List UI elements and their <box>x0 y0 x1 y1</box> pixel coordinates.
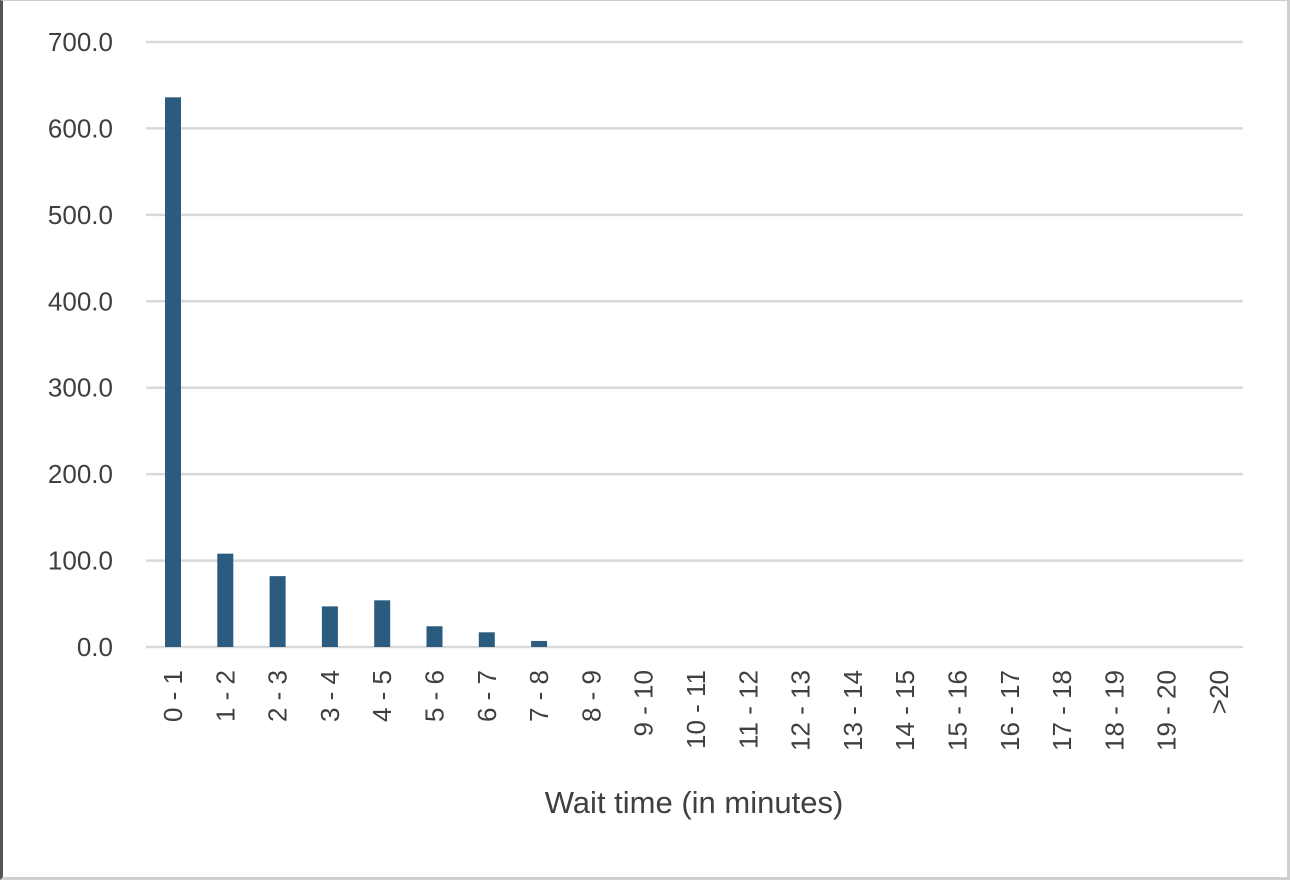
gridlines <box>146 40 1243 649</box>
y-tick-label: 100.0 <box>48 546 113 576</box>
x-tick-label: 6 - 7 <box>472 670 502 722</box>
x-tick-label: 4 - 5 <box>367 670 397 722</box>
bar <box>374 600 391 647</box>
x-tick-label: 15 - 16 <box>943 670 973 751</box>
x-tick-label: 12 - 13 <box>786 670 816 751</box>
bar <box>269 576 286 647</box>
y-tick-label: 300.0 <box>48 373 113 403</box>
x-tick-label: >20 <box>1204 670 1234 714</box>
bar <box>478 632 495 647</box>
x-tick-label: 18 - 19 <box>1099 670 1129 751</box>
y-tick-label: 600.0 <box>48 113 113 143</box>
x-axis-tick-labels: 0 - 1 1 - 2 2 - 3 3 - 4 4 - 5 5 - 6 6 - 7 7 - 8… <box>158 670 1234 751</box>
x-tick-label: 14 - 15 <box>890 670 920 751</box>
bar <box>531 640 548 647</box>
y-tick-label: 400.0 <box>48 286 113 316</box>
bar <box>165 97 181 648</box>
x-tick-label: 3 - 4 <box>315 670 345 722</box>
x-tick-label: 11 - 12 <box>733 670 763 749</box>
bar <box>217 553 234 647</box>
y-tick-label: 500.0 <box>48 200 113 230</box>
bar <box>426 626 443 647</box>
y-tick-label: 200.0 <box>48 459 113 489</box>
y-tick-label: 0.0 <box>77 632 113 662</box>
x-tick-label: 9 - 10 <box>629 670 659 737</box>
bar <box>321 606 338 647</box>
x-tick-label: 1 - 2 <box>210 670 240 722</box>
x-tick-label: 10 - 11 <box>681 670 711 749</box>
x-tick-label: 0 - 1 <box>158 670 188 722</box>
x-tick-label: 16 - 17 <box>995 670 1025 751</box>
x-tick-label: 8 - 9 <box>576 670 606 722</box>
x-tick-label: 19 - 20 <box>1152 670 1182 751</box>
y-axis-tick-labels: 0.0 100.0 200.0 300.0 400.0 500.0 600.0 700.0 <box>48 27 113 662</box>
x-axis-title: Wait time (in minutes) <box>545 785 844 820</box>
x-tick-label: 17 - 18 <box>1047 670 1077 751</box>
x-tick-label: 13 - 14 <box>838 670 868 751</box>
x-tick-label: 2 - 3 <box>263 670 293 722</box>
bars <box>165 97 548 648</box>
x-tick-label: 7 - 8 <box>524 670 554 722</box>
y-tick-label: 700.0 <box>48 27 113 57</box>
x-tick-label: 5 - 6 <box>420 670 450 722</box>
